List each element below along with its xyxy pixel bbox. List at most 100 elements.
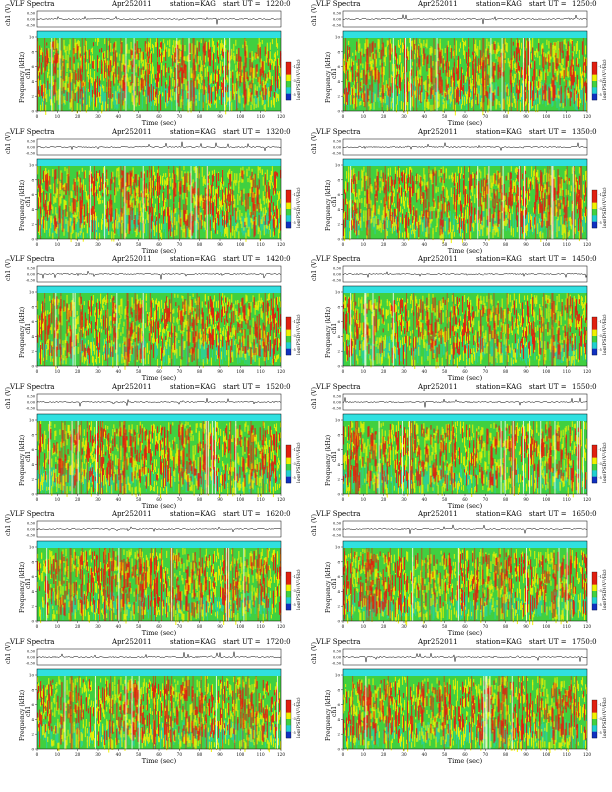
title-prefix: VLF Spectra [316, 0, 361, 8]
x-tick-label: 50 [136, 752, 142, 757]
x-tick-label: 110 [257, 369, 265, 374]
y-tick-label: 6 [337, 574, 340, 579]
title-station: station=KAG [170, 637, 216, 646]
title-prefix: VLF Spectra [316, 510, 361, 518]
x-tick-label: 80 [197, 752, 203, 757]
y-axis-channel-label: ch1 [331, 578, 338, 589]
y-tick-label: 2 [337, 349, 340, 354]
y-axis-channel-label: ch1 [331, 323, 338, 334]
title-date: Apr252011 [418, 0, 458, 8]
colorbar-tick-label: -1 [293, 575, 296, 579]
y-axis-channel-label: ch1 [331, 705, 338, 716]
amp-tick-label: 0.30 [333, 12, 342, 16]
ch-axis-label: ch1 (V) [5, 132, 12, 154]
y-tick-label: 0 [31, 364, 34, 369]
colorbar-tick-label: -5 [293, 93, 296, 97]
title-date: Apr252011 [112, 637, 152, 646]
y-tick-label: 0 [31, 236, 34, 241]
colorbar-tick-label: -5 [293, 348, 296, 352]
colorbar-tick-label: -5 [599, 221, 602, 225]
x-tick-label: 40 [116, 752, 122, 757]
amp-tick-label: 0.30 [27, 394, 36, 398]
colorbar-tick-label: -5 [599, 603, 602, 607]
amplitude-trace [36, 526, 282, 533]
x-tick-label: 110 [257, 114, 265, 119]
x-tick-label: 100 [542, 369, 550, 374]
x-tick-label: 10 [55, 242, 61, 247]
amp-tick-label: -0.30 [332, 279, 342, 283]
x-tick-label: 0 [36, 114, 39, 119]
y-tick-label: 2 [31, 221, 34, 226]
y-axis-label: Frequency (kHz) [19, 434, 26, 485]
y-tick-label: 4 [337, 589, 340, 594]
x-tick-label: 50 [136, 624, 142, 629]
amp-tick-label: -0.30 [26, 24, 36, 28]
title-prefix: VLF Spectra [10, 255, 55, 263]
x-tick-label: 110 [563, 242, 571, 247]
x-tick-label: 120 [277, 242, 285, 247]
x-tick-label: 60 [462, 242, 468, 247]
title-prefix: VLF Spectra [10, 382, 55, 391]
title-date: Apr252011 [112, 127, 152, 136]
x-tick-label: 50 [136, 497, 142, 502]
y-tick-label: 8 [337, 49, 340, 54]
x-tick-label: 20 [75, 497, 81, 502]
x-tick-label: 110 [563, 624, 571, 629]
title-start-ut: 1450:0 [572, 255, 597, 263]
x-tick-label: 10 [55, 497, 61, 502]
spectrogram-image [343, 668, 588, 753]
x-tick-label: 20 [381, 242, 387, 247]
amplitude-trace [342, 14, 588, 25]
y-tick-label: 10 [29, 35, 35, 40]
colorbar-tick-label: -3 [293, 717, 296, 721]
spectrogram-panel: VLF Spectra Apr252011 station=KAG start UT … [0, 0, 300, 128]
panel-title: VLF Spectra Apr252011 station=KAG start UT … [10, 128, 300, 136]
amp-tick-label: 0.30 [27, 12, 36, 16]
amp-tick-label: 0.00 [27, 528, 36, 532]
y-tick-label: 8 [31, 559, 34, 564]
panel-title: VLF Spectra Apr252011 station=KAG start UT … [10, 0, 300, 8]
amplitude-trace [36, 651, 282, 658]
spectrogram-image [343, 158, 588, 243]
colorbar-label: log(PSD)(V²/Hz) [601, 59, 606, 100]
ch-axis-label: ch1 (V) [311, 514, 318, 536]
x-tick-label: 40 [116, 114, 122, 119]
y-axis-channel-label: ch1 [25, 450, 32, 461]
title-station: station=KAG [170, 510, 216, 518]
x-tick-label: 90 [217, 114, 223, 119]
amp-tick-label: 0.30 [27, 139, 36, 143]
y-tick-label: 8 [337, 687, 340, 692]
x-tick-label: 60 [462, 369, 468, 374]
title-station: station=KAG [476, 0, 522, 8]
title-prefix: VLF Spectra [316, 637, 361, 646]
y-tick-label: 10 [29, 672, 35, 677]
amp-tick-label: 0.00 [333, 145, 342, 149]
x-tick-label: 60 [462, 114, 468, 119]
colorbar-tick-label: -3 [599, 589, 602, 593]
y-tick-label: 6 [337, 447, 340, 452]
y-tick-label: 10 [29, 290, 35, 295]
title-date: Apr252011 [112, 382, 152, 391]
y-tick-label: 2 [31, 731, 34, 736]
y-axis-label: Frequency (kHz) [19, 562, 26, 613]
spectrogram-svg: 0.30 0.00 -0.30 ch1 (V) 0 2 4 6 8 10 Frequency (kH… [311, 642, 606, 765]
y-tick-label: 4 [337, 716, 340, 721]
colorbar-tick-label: -5 [293, 603, 296, 607]
colorbar [285, 61, 292, 101]
y-axis-label: Frequency (kHz) [325, 307, 332, 358]
amp-tick-label: -0.30 [332, 406, 342, 410]
y-axis-channel-label: ch1 [331, 195, 338, 206]
colorbar-tick-label: -5 [293, 476, 296, 480]
x-tick-label: 30 [401, 497, 407, 502]
colorbar-tick-label: -1 [293, 703, 296, 707]
title-station: station=KAG [170, 255, 216, 263]
title-prefix: VLF Spectra [10, 127, 55, 136]
spectrogram-image [37, 668, 282, 753]
x-tick-label: 60 [156, 752, 162, 757]
x-tick-label: 80 [503, 497, 509, 502]
x-tick-label: 100 [236, 114, 244, 119]
x-tick-label: 70 [177, 497, 183, 502]
y-tick-label: 8 [337, 304, 340, 309]
y-tick-label: 8 [337, 177, 340, 182]
y-tick-label: 4 [337, 79, 340, 84]
